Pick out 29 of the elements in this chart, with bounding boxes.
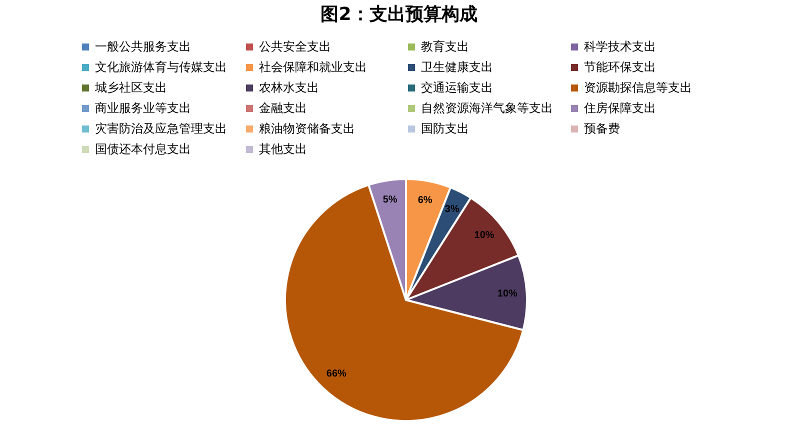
chart-title: 图2：支出预算构成 xyxy=(320,4,478,25)
legend-label: 社会保障和就业支出 xyxy=(259,60,367,74)
legend-label: 公共安全支出 xyxy=(259,39,331,54)
data-label: 10% xyxy=(497,288,518,300)
legend-label: 卫生健康支出 xyxy=(421,60,493,74)
data-label: 3% xyxy=(444,204,460,216)
legend-label: 其他支出 xyxy=(259,142,307,156)
data-label: 10% xyxy=(474,230,494,241)
legend-label: 节能环保支出 xyxy=(584,60,656,74)
data-label: 66% xyxy=(326,368,347,380)
legend-label: 一般公共服务支出 xyxy=(95,39,191,54)
legend-label: 国债还本付息支出 xyxy=(95,142,191,156)
legend-label: 自然资源海洋气象等支出 xyxy=(421,100,553,115)
legend-label: 城乡社区支出 xyxy=(94,80,167,94)
legend-label: 农林水支出 xyxy=(259,80,319,94)
legend-label: 文化旅游体育与传媒支出 xyxy=(95,60,227,74)
legend-label: 资源勘探信息等支出 xyxy=(584,80,692,94)
legend-label: 教育支出 xyxy=(421,39,469,54)
legend-label: 国防支出 xyxy=(421,121,469,136)
legend-label: 交通运输支出 xyxy=(421,80,493,94)
legend-label: 预备费 xyxy=(584,121,620,136)
legend-label: 粮油物资储备支出 xyxy=(259,121,355,136)
legend-label: 科学技术支出 xyxy=(584,39,656,54)
data-label: 5% xyxy=(382,194,398,206)
legend-label: 灾害防治及应急管理支出 xyxy=(95,121,227,136)
legend-label: 商业服务业等支出 xyxy=(95,100,191,115)
legend-label: 住房保障支出 xyxy=(583,100,656,115)
data-label: 6% xyxy=(418,194,432,206)
legend-label: 金融支出 xyxy=(259,100,307,115)
